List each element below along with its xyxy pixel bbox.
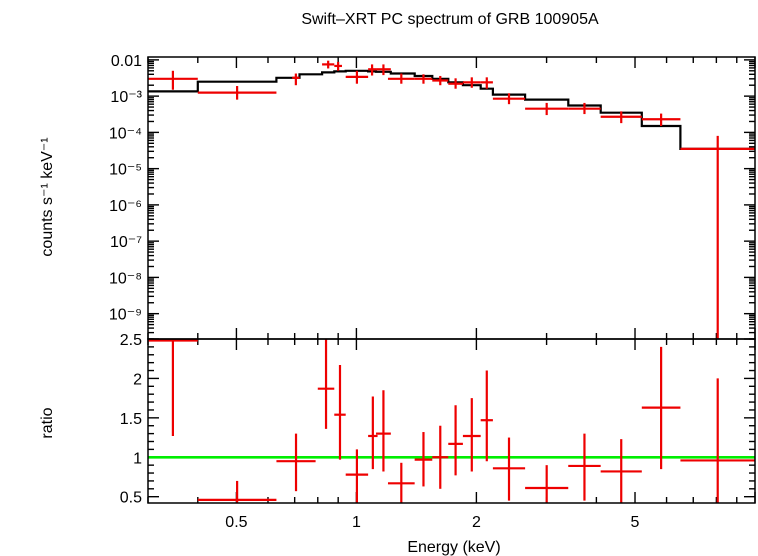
y-tick-label: 0.5 bbox=[120, 490, 142, 507]
spectrum-point bbox=[334, 61, 342, 71]
spectrum-point bbox=[345, 70, 369, 84]
ratio-point bbox=[317, 339, 335, 429]
x-tick-label: 2 bbox=[472, 514, 481, 531]
ratio-point bbox=[345, 449, 369, 503]
spectrum-point bbox=[376, 64, 391, 76]
ratio-point bbox=[276, 433, 316, 492]
y-tick-label: 10⁻⁵ bbox=[109, 162, 142, 179]
ratio-point bbox=[492, 437, 526, 501]
spectrum-point bbox=[480, 77, 493, 89]
x-tick-label: 1 bbox=[352, 514, 361, 531]
ratio-point bbox=[387, 462, 415, 503]
ratio-point bbox=[462, 398, 481, 472]
spectrum-point bbox=[197, 86, 277, 100]
ratio-point bbox=[568, 433, 601, 501]
ratio-point bbox=[334, 365, 346, 460]
spectrum-point bbox=[292, 73, 300, 86]
spectrum-point bbox=[448, 78, 463, 89]
model-step-line bbox=[148, 69, 755, 150]
ratio-point bbox=[600, 439, 642, 503]
chart-title: Swift–XRT PC spectrum of GRB 100905A bbox=[301, 11, 599, 28]
spectrum-point bbox=[492, 93, 526, 105]
ratio-point bbox=[368, 396, 378, 470]
spectrum-point bbox=[525, 102, 569, 116]
bottom-panel-frame bbox=[147, 338, 756, 504]
spectrum-data-points bbox=[148, 60, 755, 339]
spectrum-point bbox=[414, 74, 433, 84]
y-tick-label: 1.5 bbox=[120, 411, 142, 428]
y-tick-label: 10⁻⁴ bbox=[109, 125, 142, 142]
spectrum-point bbox=[368, 64, 377, 76]
y-tick-label: 10⁻⁶ bbox=[109, 198, 142, 215]
ratio-point bbox=[525, 465, 569, 503]
x-axis-label: Energy (keV) bbox=[407, 539, 500, 556]
y-tick-label: 10⁻³ bbox=[110, 89, 142, 106]
spectrum-point bbox=[600, 111, 642, 124]
spectrum-point bbox=[641, 113, 681, 126]
spectrum-point bbox=[568, 102, 601, 115]
y-tick-label: 10⁻⁹ bbox=[109, 307, 142, 324]
ratio-point bbox=[432, 425, 449, 489]
ratio-data-points bbox=[148, 339, 755, 503]
x-tick-label: 5 bbox=[631, 514, 640, 531]
ratio-point bbox=[480, 370, 493, 462]
y-tick-label: 1 bbox=[133, 450, 142, 467]
ratio-point bbox=[680, 378, 755, 503]
bottom-panel-ticks: 0.5 1 2 5 0.5 1 1.5 2 2.5 bbox=[120, 332, 756, 531]
y-tick-label: 10⁻⁸ bbox=[109, 270, 142, 287]
y-tick-label: 2 bbox=[133, 371, 142, 388]
ratio-point bbox=[148, 339, 198, 436]
y-tick-label: 2.5 bbox=[120, 332, 142, 349]
x-tick-label: 0.5 bbox=[225, 514, 247, 531]
spectrum-point bbox=[432, 75, 449, 86]
ratio-point bbox=[641, 346, 681, 470]
y-axis-label-bottom: ratio bbox=[39, 407, 56, 438]
panel-frames bbox=[147, 56, 756, 504]
spectrum-point bbox=[322, 60, 335, 69]
y-tick-label: 0.01 bbox=[111, 53, 142, 70]
model-step-path bbox=[148, 69, 755, 150]
top-panel-frame bbox=[147, 56, 756, 340]
spectrum-point bbox=[462, 77, 481, 88]
ratio-point bbox=[414, 432, 433, 487]
spectrum-point bbox=[387, 73, 415, 84]
spectrum-point bbox=[148, 70, 198, 90]
top-panel-ticks: 0.01 10⁻³ 10⁻⁴ 10⁻⁵ 10⁻⁶ 10⁻⁷ 10⁻⁸ 10⁻⁹ bbox=[109, 53, 756, 340]
ratio-point bbox=[448, 405, 463, 476]
y-axis-label-top: counts s⁻¹ keV⁻¹ bbox=[39, 137, 56, 256]
ratio-point bbox=[376, 390, 391, 472]
spectrum-point bbox=[680, 135, 755, 339]
ratio-point bbox=[197, 480, 277, 503]
y-tick-label: 10⁻⁷ bbox=[110, 234, 142, 251]
